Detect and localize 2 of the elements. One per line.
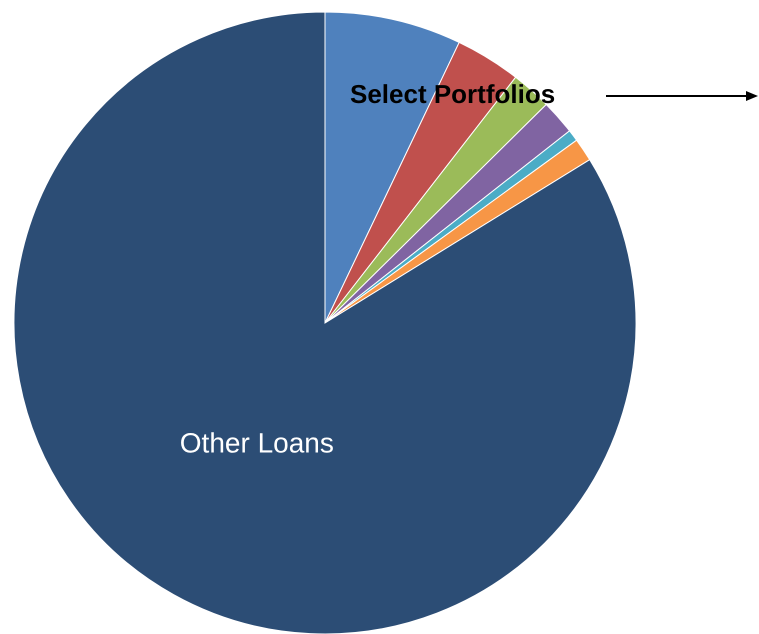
pie-slice xyxy=(14,12,636,634)
slice-label: Other Loans xyxy=(180,428,334,459)
